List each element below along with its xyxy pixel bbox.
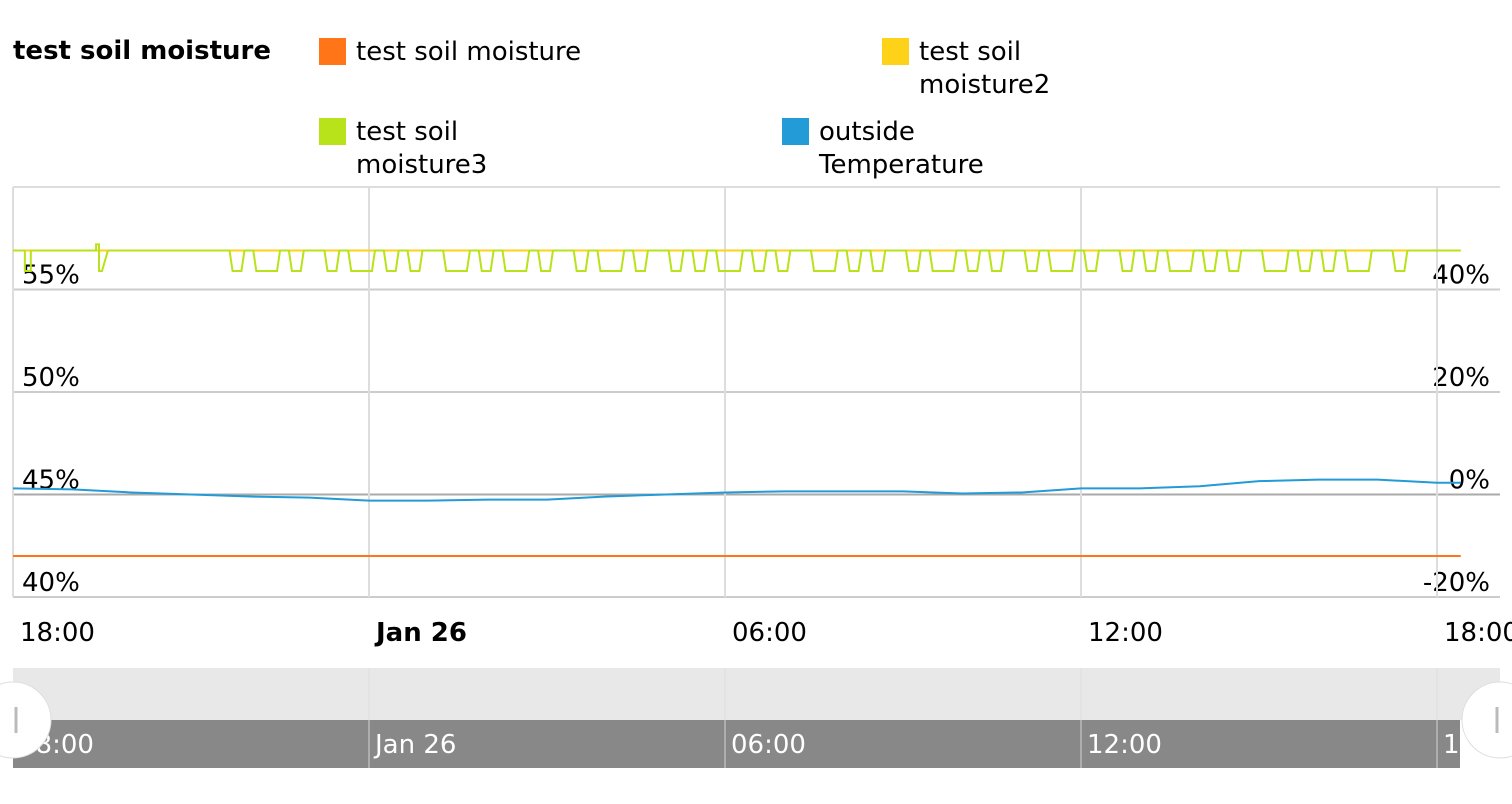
navigator-handle-right[interactable] (1461, 681, 1512, 759)
legend-item-outside-temperature[interactable]: outside Temperature (782, 116, 984, 182)
legend-swatch (319, 118, 346, 145)
legend-item-soil-moisture2[interactable]: test soil moisture2 (882, 36, 1082, 102)
navigator-label: Jan 26 (373, 730, 456, 760)
navigator-selected-range (13, 720, 1460, 768)
legend-label: test soil moisture2 (919, 37, 1051, 100)
chart-title: test soil moisture (13, 36, 271, 66)
x-tick-label: 18:00 (20, 618, 95, 648)
x-tick-label: 18:00 (1444, 618, 1512, 648)
navigator-label: 12:00 (1087, 730, 1162, 760)
y-right-tick-label: 40% (1432, 261, 1490, 291)
legend-item-soil-moisture[interactable]: test soil moisture (319, 36, 581, 69)
legend-swatch (782, 118, 809, 145)
legend-label: test soil moisture3 (356, 117, 488, 180)
navigator-handle-left[interactable] (0, 681, 52, 759)
series-line-3 (13, 243, 1461, 273)
navigator-background (13, 668, 1500, 720)
y-right-tick-label: -20% (1423, 568, 1490, 598)
y-left-tick-label: 40% (22, 568, 80, 598)
x-tick-label: Jan 26 (374, 618, 467, 648)
y-right-tick-label: 0% (1449, 466, 1490, 496)
y-right-tick-label: 20% (1432, 363, 1490, 393)
series-line-4 (12, 478, 1461, 502)
x-tick-label: 06:00 (732, 618, 807, 648)
legend-label: test soil moisture (356, 37, 582, 67)
legend-swatch (319, 38, 346, 65)
legend-label: outside Temperature (819, 117, 984, 180)
x-tick-label: 12:00 (1088, 618, 1163, 648)
y-left-tick-label: 45% (22, 466, 80, 496)
y-left-tick-label: 50% (22, 363, 80, 393)
navigator-label: 06:00 (731, 730, 806, 760)
legend-item-soil-moisture3[interactable]: test soil moisture3 (319, 116, 519, 182)
legend-swatch (882, 38, 909, 65)
